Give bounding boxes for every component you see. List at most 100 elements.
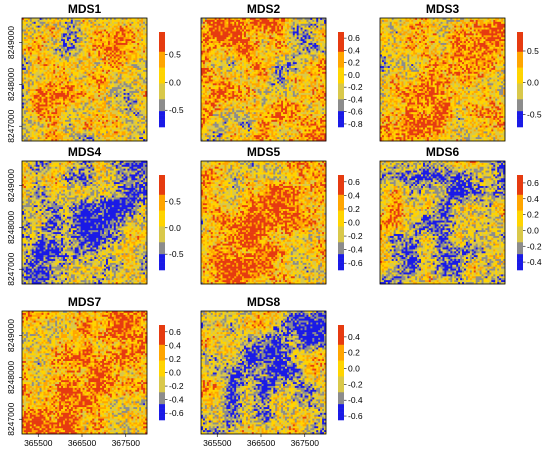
plot-frame [200,310,327,435]
raster-map [380,161,506,285]
colorbar: 0.6 0.4 0.2 0.0 -0.2 -0.4 -0.6 [159,325,184,421]
y-axis: 8247000 8248000 8249000 [6,26,22,143]
x-axis: 365500 366500 367500 [24,434,140,448]
panel-title: MDS3 [426,2,460,16]
raster-map [201,18,327,142]
y-tick-label: 8249000 [6,169,16,202]
panel-mds3: MDS3 0.5 0.0 -0.5 [379,2,542,142]
panel-title: MDS8 [247,295,281,309]
colorbar-tick-label: 0.0 [169,77,181,87]
colorbar-tick-label: 0.4 [348,190,360,200]
colorbar-tick-label: -0.2 [169,381,184,391]
panel-mds5: MDS5 0.6 0.4 0.2 0.0 -0.2 -0.4 -0.6 [200,145,363,285]
colorbar: 0.5 0.0 -0.5 [517,32,542,128]
x-tick-label: 367500 [291,438,320,448]
raster-map [380,18,506,142]
y-tick-label: 8249000 [6,319,16,352]
colorbar-tick-label: 0.0 [169,223,181,233]
raster-map [201,161,327,285]
y-axis: 8247000 8248000 8249000 [6,319,22,436]
colorbar-tick-label: -0.6 [169,408,184,418]
panel-title: MDS6 [426,145,460,159]
y-tick-label: 8249000 [6,26,16,59]
colorbar-tick-label: 0.4 [348,332,360,342]
colorbar-tick-label: -0.6 [348,411,363,421]
colorbar: 0.6 0.4 0.2 0.0 -0.2 -0.4 [517,175,542,271]
colorbar: 0.5 0.0 -0.5 [159,32,184,128]
colorbar-tick-label: 0.5 [527,46,539,56]
colorbar-tick-label: -0.2 [348,82,363,92]
colorbar-tick-label: -0.2 [527,241,542,251]
colorbar-tick-label: 0.2 [169,354,181,364]
y-tick-label: 8248000 [6,211,16,244]
raster-map [22,311,148,435]
colorbar-tick-label: -0.4 [169,395,184,405]
colorbar-tick-label: -0.4 [348,245,363,255]
colorbar-tick-label: 0.0 [527,225,539,235]
colorbar-tick-label: 0.5 [169,196,181,206]
panel-mds4: MDS4 0.5 0.0 -0.5 8247000 8248000 8249000 [6,145,184,286]
y-tick-label: 8248000 [6,361,16,394]
colorbar-tick-label: 0.4 [527,194,539,204]
colorbar-tick-label: 0.2 [348,348,360,358]
colorbar-tick-label: 0.0 [348,364,360,374]
colorbar-tick-label: -0.5 [169,249,184,259]
colorbar-tick-label: -0.2 [348,379,363,389]
colorbar-tick-label: 0.4 [169,340,181,350]
panel-mds2: MDS2 0.6 0.4 0.2 0.0 -0.2 -0.4 -0.6 -0.8 [200,2,363,142]
y-tick-label: 8248000 [6,68,16,101]
colorbar-tick-label: -0.2 [348,231,363,241]
colorbar-tick-label: 0.0 [348,218,360,228]
colorbar: 0.5 0.0 -0.5 [159,175,184,271]
plot-frame [21,310,148,435]
colorbar: 0.4 0.2 0.0 -0.2 -0.4 -0.6 [338,325,363,421]
plot-frame [379,160,506,285]
x-tick-label: 365500 [24,438,53,448]
plot-frame [200,17,327,142]
colorbar-tick-label: 0.6 [348,33,360,43]
y-tick-label: 8247000 [6,402,16,435]
panel-title: MDS1 [68,2,102,16]
x-tick-label: 365500 [203,438,232,448]
raster-map [22,18,148,142]
plot-frame [379,17,506,142]
x-tick-label: 366500 [247,438,276,448]
panel-mds6: MDS6 0.6 0.4 0.2 0.0 -0.2 -0.4 [379,145,542,285]
colorbar: 0.6 0.4 0.2 0.0 -0.2 -0.4 -0.6 [338,175,363,271]
colorbar-tick-label: -0.6 [348,258,363,268]
colorbar-tick-label: -0.8 [348,119,363,129]
y-axis: 8247000 8248000 8249000 [6,169,22,286]
panel-title: MDS4 [68,145,102,159]
colorbar-tick-label: 0.2 [527,210,539,220]
plot-frame [21,17,148,142]
colorbar-tick-label: 0.0 [348,70,360,80]
colorbar-tick-label: 0.2 [348,58,360,68]
colorbar-tick-label: -0.5 [527,109,542,119]
raster-map [22,161,148,285]
colorbar-tick-label: 0.6 [348,177,360,187]
panel-mds7: MDS7 0.6 0.4 0.2 0.0 -0.2 -0.4 -0.6 8247000 82480… [6,295,184,448]
colorbar: 0.6 0.4 0.2 0.0 -0.2 -0.4 -0.6 -0.8 [338,32,363,129]
y-tick-label: 8247000 [6,109,16,142]
colorbar-tick-label: 0.6 [169,327,181,337]
panel-mds1: MDS1 0.5 0.0 -0.5 8247000 8248000 8249000 [6,2,184,143]
panel-title: MDS2 [247,2,281,16]
colorbar-tick-label: -0.4 [348,94,363,104]
plot-frame [21,160,148,285]
colorbar-tick-label: 0.5 [169,49,181,59]
colorbar-tick-label: 0.2 [348,204,360,214]
colorbar-tick-label: 0.6 [527,178,539,188]
panel-title: MDS7 [68,295,102,309]
raster-map [201,311,327,435]
colorbar-tick-label: -0.4 [348,395,363,405]
plot-frame [200,160,327,285]
colorbar-tick-label: -0.5 [169,105,184,115]
x-tick-label: 367500 [112,438,141,448]
colorbar-tick-label: -0.4 [527,257,542,267]
colorbar-tick-label: 0.0 [169,368,181,378]
panel-mds8: MDS8 0.4 0.2 0.0 -0.2 -0.4 -0.6 365500 366500 367… [200,295,363,448]
x-tick-label: 366500 [68,438,97,448]
colorbar-tick-label: 0.0 [527,78,539,88]
x-axis: 365500 366500 367500 [203,434,319,448]
